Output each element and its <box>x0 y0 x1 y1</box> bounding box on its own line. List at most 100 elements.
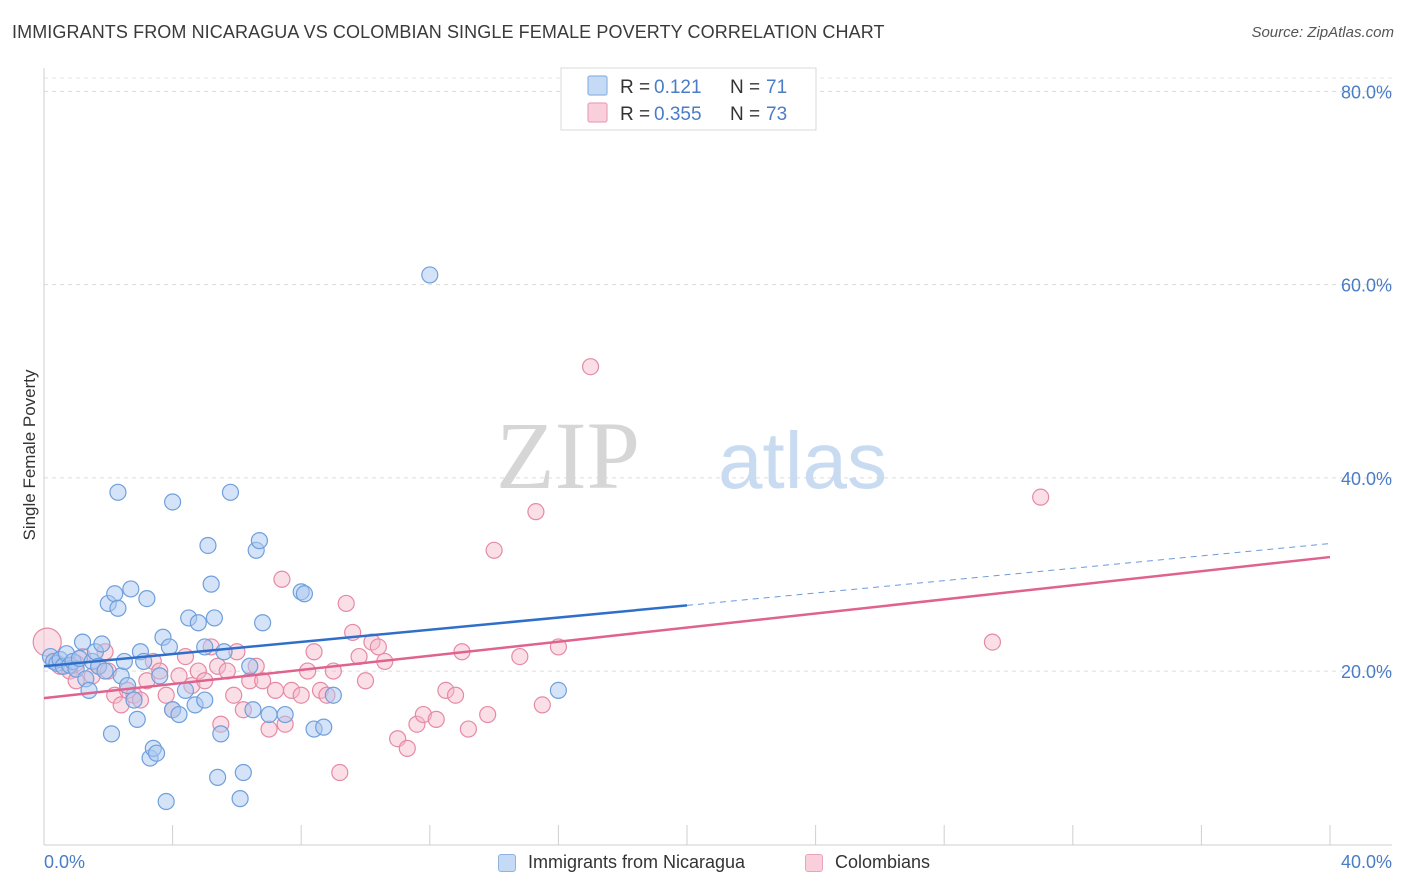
point-nicaragua <box>189 614 207 632</box>
point-nicaragua <box>80 681 98 700</box>
point-colombians <box>427 710 445 728</box>
point-nicaragua <box>106 585 124 603</box>
trend-lines <box>43 543 1331 700</box>
point-colombians <box>157 686 175 704</box>
legend-swatch-blue <box>498 853 516 872</box>
point-colombians <box>398 739 416 757</box>
point-nicaragua <box>244 701 262 719</box>
point-colombians <box>273 570 291 588</box>
point-nicaragua <box>196 691 214 709</box>
point-colombians <box>331 763 349 782</box>
gridlines <box>44 77 1392 672</box>
trend-line-nicaragua <box>43 604 688 668</box>
point-colombians <box>485 541 503 559</box>
point-nicaragua <box>324 686 342 704</box>
point-nicaragua <box>234 763 252 782</box>
point-nicaragua <box>96 662 114 680</box>
point-colombians <box>292 686 310 704</box>
point-colombians <box>479 705 497 724</box>
point-colombians <box>305 643 323 661</box>
point-nicaragua <box>209 768 227 786</box>
point-colombians <box>414 705 432 724</box>
point-colombians <box>337 594 355 613</box>
point-colombians <box>266 681 285 700</box>
point-colombians <box>533 696 551 714</box>
point-nicaragua <box>115 652 133 671</box>
source-label: Source: ZipAtlas.com <box>1251 24 1394 41</box>
point-nicaragua <box>73 633 92 651</box>
legend-r-value: 0.121 <box>654 77 702 98</box>
legend-swatch-pink <box>805 853 823 872</box>
point-colombians <box>408 715 426 733</box>
point-nicaragua <box>138 590 156 608</box>
legend-label-colombians: Colombians <box>835 852 931 872</box>
point-nicaragua <box>205 609 223 627</box>
legend-r-label: R = <box>620 104 650 125</box>
point-colombians <box>437 681 455 700</box>
point-colombians <box>209 657 227 675</box>
stats-legend: R = 0.121 N = 71 R = 0.355 N = 73 <box>560 67 817 131</box>
point-nicaragua <box>170 705 188 724</box>
legend-item-colombians[interactable]: Colombians <box>805 852 930 873</box>
watermark-atlas: atlas <box>718 416 887 505</box>
point-colombians <box>369 638 387 656</box>
point-nicaragua <box>157 792 175 811</box>
point-nicaragua <box>250 532 269 550</box>
y-tick-label: 80.0% <box>1341 82 1392 102</box>
legend-r-label: R = <box>620 77 650 98</box>
legend-item-nicaragua[interactable]: Immigrants from Nicaragua <box>498 852 745 873</box>
x-tick-label-min: 0.0% <box>44 852 86 872</box>
point-colombians <box>511 647 529 666</box>
point-nicaragua <box>315 718 333 736</box>
y-tick-label: 60.0% <box>1341 276 1392 296</box>
point-colombians <box>581 358 600 376</box>
point-nicaragua <box>549 681 568 700</box>
point-nicaragua <box>254 614 272 632</box>
legend-label-nicaragua: Immigrants from Nicaragua <box>528 852 746 872</box>
point-colombians <box>983 633 1002 651</box>
point-nicaragua <box>295 585 314 603</box>
point-colombians <box>176 647 195 666</box>
series-nicaragua <box>41 266 568 811</box>
point-nicaragua <box>125 691 143 709</box>
point-nicaragua <box>215 643 233 661</box>
legend-swatch <box>587 75 608 96</box>
point-nicaragua <box>164 493 182 511</box>
legend-n-value: 73 <box>766 104 787 125</box>
y-tick-label: 20.0% <box>1341 662 1392 682</box>
y-tick-label: 40.0% <box>1341 469 1392 489</box>
point-colombians <box>356 672 375 690</box>
point-nicaragua <box>260 705 278 724</box>
axes <box>43 68 1392 846</box>
trend-line-colombians <box>43 555 1331 700</box>
point-colombians <box>189 662 207 680</box>
legend-swatch <box>587 102 608 123</box>
point-nicaragua <box>128 710 146 728</box>
point-nicaragua <box>122 580 140 598</box>
point-nicaragua <box>147 744 166 762</box>
legend-n-label: N = <box>730 77 760 98</box>
point-colombians <box>282 681 301 700</box>
point-colombians <box>254 672 272 690</box>
point-nicaragua <box>109 599 127 617</box>
point-nicaragua <box>93 635 111 653</box>
point-colombians <box>446 686 465 704</box>
legend-n-value: 71 <box>766 77 787 98</box>
chart-title: IMMIGRANTS FROM NICARAGUA VS COLOMBIAN S… <box>12 22 885 42</box>
point-nicaragua <box>199 536 217 555</box>
watermark: ZIP atlas <box>496 402 887 509</box>
point-nicaragua <box>102 725 121 743</box>
point-nicaragua <box>176 681 195 700</box>
trend-line-nicaragua-projection <box>686 543 1331 606</box>
point-nicaragua <box>202 575 220 593</box>
legend-r-value: 0.355 <box>654 104 702 125</box>
point-nicaragua <box>231 790 249 808</box>
watermark-zip: ZIP <box>496 402 640 509</box>
point-colombians <box>527 503 545 521</box>
point-nicaragua <box>118 676 137 695</box>
point-nicaragua <box>276 705 294 724</box>
point-nicaragua <box>212 725 230 743</box>
point-nicaragua <box>221 483 240 501</box>
y-tick-labels: 20.0% 40.0% 60.0% 80.0% <box>1341 82 1392 682</box>
